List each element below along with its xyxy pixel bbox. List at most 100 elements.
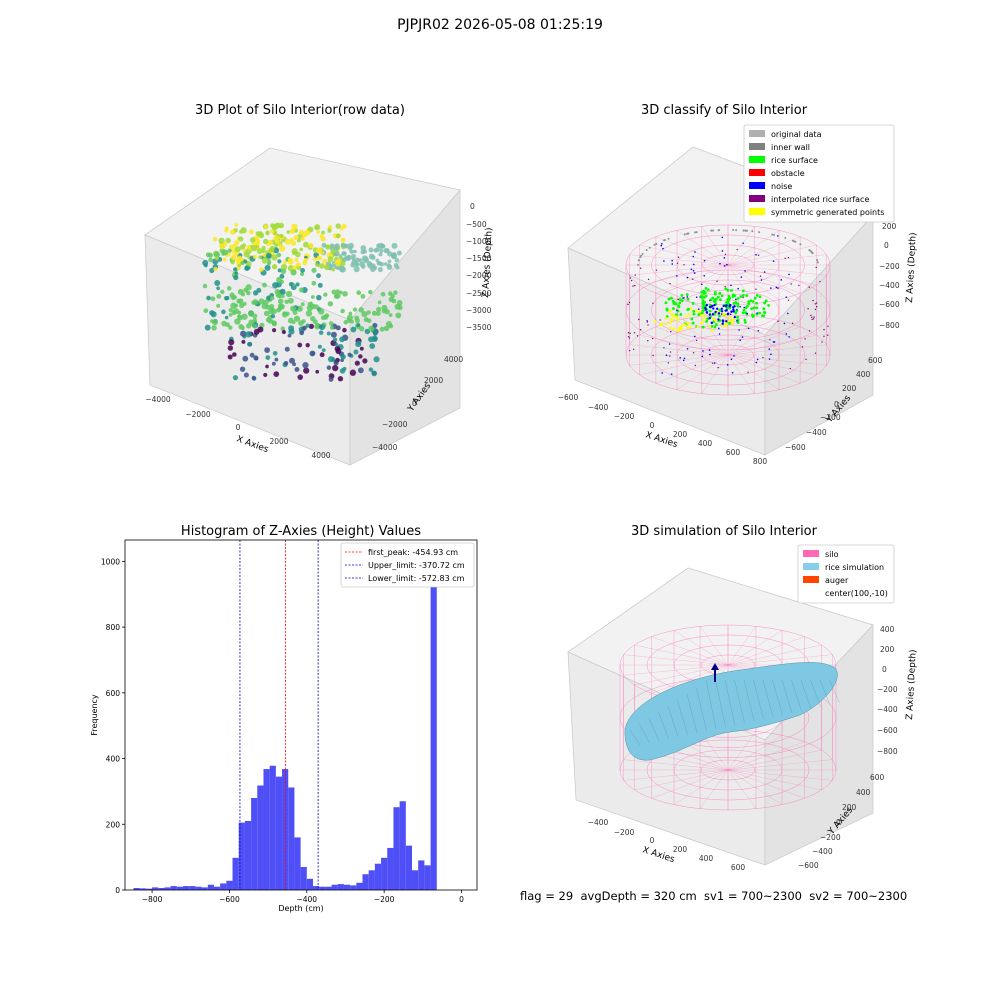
z-tick: 0 <box>470 202 475 211</box>
data-point <box>231 310 237 316</box>
classified-point <box>698 310 702 314</box>
silo-spoke <box>727 654 833 666</box>
classified-point <box>703 300 707 304</box>
data-point <box>324 264 330 271</box>
classified-point <box>632 348 635 350</box>
classified-point <box>742 229 745 232</box>
data-point <box>279 288 286 295</box>
data-point <box>262 282 267 288</box>
classified-point <box>701 325 705 329</box>
data-point <box>342 290 348 297</box>
data-point <box>350 326 357 333</box>
classified-point <box>755 288 757 290</box>
histogram-chart: −800 −600 −400 −200 0 0 200 400 600 800 1000 Depth… <box>90 539 478 913</box>
silo-spoke <box>727 354 827 366</box>
panel2-3d-plot: −600 −400 −200 0 200 400 600 800 −600 −4… <box>558 124 919 466</box>
data-point <box>380 244 385 248</box>
mesh-line <box>791 679 802 712</box>
histogram-bar <box>158 888 165 890</box>
silo-spoke <box>727 236 801 266</box>
data-point <box>275 239 280 244</box>
data-point <box>359 346 364 351</box>
classified-point <box>750 307 754 311</box>
mesh-line <box>829 679 840 704</box>
classified-point <box>811 316 813 318</box>
data-point <box>290 305 297 312</box>
classified-point <box>761 314 764 318</box>
classified-point <box>740 276 743 278</box>
classified-point <box>671 299 675 303</box>
classified-point <box>742 296 744 299</box>
x-tick: −200 <box>614 412 635 421</box>
z-tick: 200 <box>880 645 895 654</box>
classified-point <box>630 279 633 282</box>
classified-point <box>758 231 761 234</box>
data-point <box>329 325 334 330</box>
silo-spoke <box>727 630 783 666</box>
mesh-line <box>800 679 812 710</box>
classified-point <box>733 355 735 357</box>
panel4-ticks: −400 −200 0 200 400 600 −600 −400 −200 0… <box>588 625 898 872</box>
classified-point <box>721 250 724 252</box>
silo-spoke <box>651 769 729 799</box>
mesh-line <box>734 679 745 724</box>
classified-point <box>701 355 704 358</box>
data-point <box>228 312 233 317</box>
classified-point <box>703 314 706 318</box>
silo-spoke <box>727 769 805 799</box>
data-point <box>331 267 336 272</box>
classified-point <box>718 308 722 312</box>
data-point <box>271 361 276 366</box>
silo-spoke <box>673 630 729 666</box>
y-tick: 600 <box>870 773 885 782</box>
classified-point <box>763 301 767 305</box>
data-point <box>285 311 290 316</box>
silo-spoke <box>629 264 729 276</box>
classified-point <box>670 296 673 300</box>
classified-point <box>821 341 823 343</box>
histogram-ticks: −800 −600 −400 −200 0 0 200 400 600 800 1000 <box>101 557 464 904</box>
data-point <box>291 248 298 255</box>
silo-spoke <box>623 664 729 676</box>
histogram-bar <box>207 884 214 890</box>
x-tick-label: −200 <box>374 895 395 904</box>
data-point <box>280 326 285 331</box>
data-point <box>253 290 259 296</box>
classified-point <box>712 307 715 310</box>
classified-point <box>743 321 747 324</box>
classified-point <box>655 242 658 245</box>
data-point <box>317 282 323 288</box>
data-point <box>343 255 349 261</box>
data-point <box>309 350 316 357</box>
histogram-bar <box>319 886 326 890</box>
data-point <box>321 348 326 352</box>
data-point <box>237 255 243 261</box>
data-point <box>258 298 265 305</box>
z-tick: 200 <box>882 222 897 231</box>
x-tick: 600 <box>726 448 741 457</box>
data-point <box>339 256 343 261</box>
data-point <box>315 369 320 374</box>
data-point <box>228 339 235 346</box>
classified-point <box>732 229 735 232</box>
data-point <box>276 252 282 258</box>
data-point <box>295 282 300 287</box>
classified-point <box>692 309 696 313</box>
y-tick-label: 1000 <box>101 557 120 566</box>
data-point <box>359 326 365 332</box>
classified-point <box>672 307 675 310</box>
legend-label: Lower_limit: -572.83 cm <box>368 574 465 583</box>
classified-point <box>688 313 691 316</box>
classified-point <box>694 231 697 234</box>
classified-point <box>628 301 631 304</box>
data-point <box>386 264 393 270</box>
data-point <box>394 257 400 263</box>
data-point <box>393 290 398 295</box>
data-point <box>271 264 278 270</box>
classified-point <box>648 246 651 249</box>
classified-point <box>659 319 661 321</box>
classified-point <box>664 301 668 305</box>
classified-point <box>736 315 739 319</box>
silo-spoke <box>673 769 729 805</box>
data-point <box>265 364 269 369</box>
